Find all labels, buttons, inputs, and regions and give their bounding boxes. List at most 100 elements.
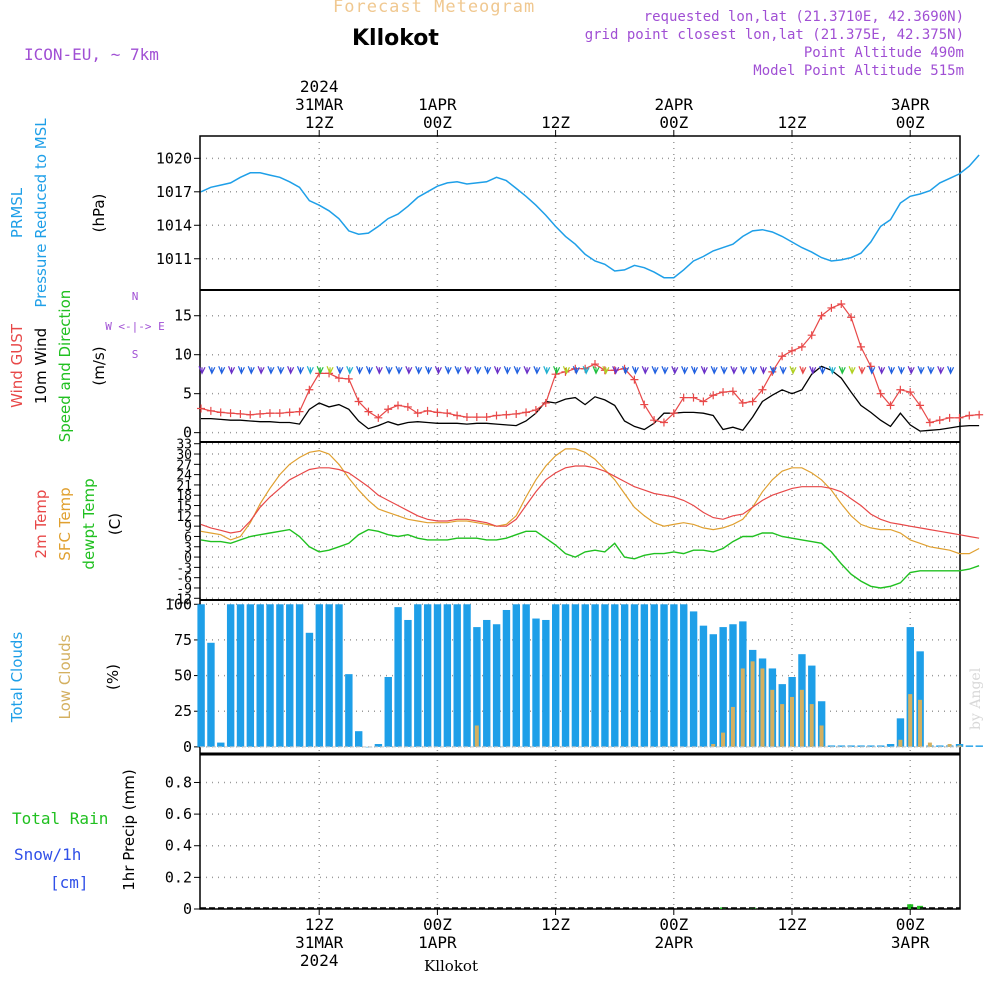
- gust-marker: [256, 409, 265, 418]
- gust-marker: [236, 409, 245, 418]
- total-cloud-bar: [867, 745, 875, 747]
- wind-direction-arrow: [356, 366, 364, 375]
- requested-coords: requested lon,lat (21.3710E, 42.3690N): [643, 9, 964, 25]
- wind-direction-arrow: [326, 366, 334, 375]
- wind-direction-arrow: [316, 366, 324, 375]
- wind-direction-arrow: [621, 366, 630, 375]
- wind-direction-arrow: [218, 366, 226, 375]
- rain-bar: [907, 904, 914, 909]
- wind-direction-arrow: [710, 366, 718, 375]
- gust-marker: [354, 397, 363, 406]
- low-cloud-bar: [898, 739, 903, 747]
- gust-marker: [206, 406, 215, 415]
- wind-direction-arrow: [789, 366, 797, 375]
- wind-direction-arrow: [424, 366, 433, 375]
- gust-marker: [305, 385, 314, 394]
- ytick-label-temperature: -12: [169, 592, 192, 607]
- wind-direction-arrow: [434, 366, 442, 375]
- wind-direction-arrow: [799, 366, 807, 375]
- gust-marker: [955, 413, 964, 422]
- low-cloud-bar: [809, 704, 814, 747]
- ytick-label-precip: 0: [183, 900, 192, 918]
- gust-marker: [965, 411, 974, 420]
- grid-wind: [194, 290, 960, 442]
- gust-marker: [659, 418, 668, 427]
- dewpt-label: dewpt Temp: [80, 478, 98, 569]
- wind-direction-arrow: [572, 366, 580, 375]
- gust-label: Wind GUST: [8, 323, 26, 408]
- grid-precip: [194, 754, 960, 910]
- gust-marker: [778, 352, 787, 361]
- total-cloud-bar: [532, 618, 540, 747]
- wind-direction-arrow: [484, 366, 492, 375]
- wind-direction-arrow: [375, 366, 383, 375]
- wind-direction-arrow: [444, 366, 452, 375]
- total-cloud-bar: [847, 745, 855, 747]
- total-cloud-bar: [502, 609, 511, 747]
- total-cloud-bar: [601, 604, 609, 747]
- low-cloud-bar: [721, 732, 726, 747]
- wind-direction-arrow: [277, 366, 285, 375]
- ytick-label-temperature: 18: [176, 489, 192, 504]
- wind-direction-arrow: [296, 366, 305, 375]
- ytick-label-precip: 0.4: [165, 837, 192, 855]
- temp2m-label: 2m Temp: [32, 490, 50, 559]
- low-cloud-bar: [760, 668, 765, 747]
- wind-direction-arrow: [208, 366, 216, 375]
- total-cloud-bar: [315, 604, 323, 747]
- total-clouds-label: Total Clouds: [8, 632, 26, 724]
- wind-direction-arrow: [730, 366, 738, 375]
- xtick-label-bottom: 12Z: [541, 915, 570, 934]
- wind-direction-arrow: [365, 366, 373, 375]
- wind-label: 10m Wind: [32, 328, 50, 404]
- wind-direction-arrow: [750, 366, 758, 375]
- total-cloud-bar: [197, 604, 205, 747]
- total-cloud-bar: [384, 677, 392, 747]
- gust-marker: [817, 311, 826, 320]
- wind-direction-arrow: [838, 366, 846, 375]
- wind-direction-arrow: [937, 366, 945, 375]
- wind-direction-arrow: [907, 366, 915, 375]
- wind-direction-arrow: [543, 366, 551, 375]
- low-cloud-bar: [918, 699, 923, 747]
- rain-legend: Total Rain: [12, 809, 108, 828]
- wind-direction-arrow: [887, 366, 896, 375]
- total-cloud-bar: [325, 604, 333, 747]
- gust-marker: [788, 346, 796, 355]
- wind-direction-arrow: [759, 366, 767, 375]
- station-name: Kllokot: [352, 26, 439, 51]
- wind-gust-line: [200, 303, 980, 424]
- ytick-label-temperature: -6: [176, 572, 192, 587]
- wind-direction-arrow: [474, 366, 482, 375]
- total-cloud-bar: [345, 674, 353, 747]
- gust-marker: [433, 408, 442, 417]
- wind-direction-arrow: [878, 366, 886, 375]
- ytick-label-temperature: 15: [176, 500, 192, 515]
- gust-marker: [679, 393, 688, 402]
- gust-marker: [285, 408, 294, 417]
- pressure-label: PRMSL: [8, 187, 26, 238]
- gust-marker: [827, 303, 836, 312]
- ytick-label-temperature: 0: [184, 551, 192, 566]
- model-altitude: Model Point Altitude 515m: [753, 63, 964, 79]
- total-cloud-bar: [916, 651, 924, 747]
- total-cloud-bar: [453, 604, 461, 747]
- xtick-label-top: 12Z: [541, 113, 570, 132]
- total-cloud-bar: [266, 604, 274, 747]
- wind-direction-arrow: [582, 366, 590, 375]
- low-cloud-bar: [947, 744, 952, 747]
- wind-direction-arrow: [306, 366, 314, 375]
- clouds-unit: (%): [104, 664, 122, 690]
- wind-direction-arrow: [237, 366, 245, 375]
- gust-marker: [975, 410, 984, 419]
- wind-direction-arrow: [592, 366, 600, 375]
- sfc-temp-line: [200, 448, 980, 555]
- total-cloud-bar: [571, 604, 580, 747]
- xtick-label-bottom: 00Z: [659, 915, 688, 934]
- total-cloud-bar: [522, 604, 530, 747]
- ytick-label-temperature: 3: [184, 541, 192, 556]
- gust-marker: [226, 409, 235, 418]
- gust-marker: [216, 408, 225, 417]
- ytick-label-pressure: 1017: [156, 183, 192, 201]
- gust-marker: [807, 331, 816, 340]
